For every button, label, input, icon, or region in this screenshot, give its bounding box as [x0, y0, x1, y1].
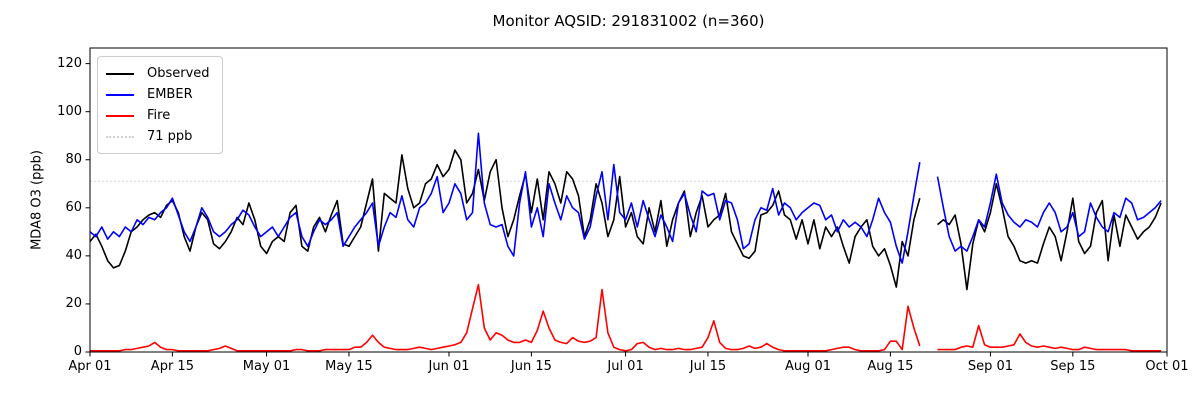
y-tick-label: 120: [57, 55, 82, 71]
x-tick-label: Aug 01: [784, 359, 832, 374]
chart-title: Monitor AQSID: 291831002 (n=360): [492, 12, 765, 30]
y-tick-label: 100: [57, 103, 82, 119]
legend-label: EMBER: [147, 87, 193, 102]
legend-line-sample: [106, 114, 134, 117]
series-line-fire: [90, 283, 921, 352]
legend-label: Observed: [147, 66, 210, 81]
x-tick-label: Apr 15: [150, 359, 194, 374]
x-tick-label: May 15: [325, 359, 373, 374]
legend-line-sample: [106, 72, 134, 75]
legend-row: Fire: [106, 105, 210, 126]
legend-label: Fire: [147, 108, 171, 123]
x-tick-label: Jun 15: [510, 359, 552, 374]
series-line-fire: [937, 324, 1162, 352]
y-tick-label: 60: [65, 199, 82, 215]
legend-row: 71 ppb: [106, 126, 210, 147]
x-tick-label: Sep 01: [967, 359, 1014, 374]
y-tick-label: 40: [65, 247, 82, 263]
y-tick-label: 20: [65, 295, 82, 311]
x-tick-label: Apr 01: [68, 359, 112, 374]
x-tick-label: Jun 01: [428, 359, 470, 374]
x-tick-label: Aug 15: [867, 359, 914, 374]
series-line-observed: [89, 149, 921, 288]
x-tick-label: May 01: [242, 359, 291, 374]
x-tick-label: Jul 01: [607, 359, 644, 374]
legend-line-sample: [106, 93, 134, 96]
x-tick-label: Sep 15: [1050, 359, 1096, 374]
x-tick-label: Oct 01: [1145, 359, 1189, 374]
legend-label: 71 ppb: [147, 129, 193, 144]
axes-frame: [89, 47, 1168, 353]
y-tick-label: 0: [73, 344, 82, 359]
legend-line-sample: [106, 135, 134, 138]
legend-row: Observed: [106, 63, 210, 84]
series-line-ember: [89, 132, 921, 264]
series-line-observed: [936, 183, 1162, 291]
legend: Observed EMBER Fire 71 ppb: [97, 56, 223, 154]
series-line-ember: [936, 173, 1162, 252]
x-tick-label: Jul 15: [689, 359, 727, 374]
legend-row: EMBER: [106, 84, 210, 105]
y-tick-label: 80: [65, 151, 82, 167]
